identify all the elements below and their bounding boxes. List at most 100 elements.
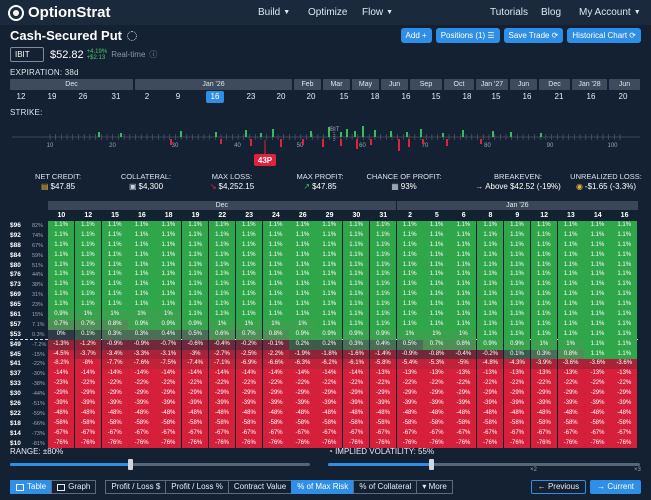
table-cell[interactable]: -0.2% [235,339,262,350]
table-cell[interactable]: -7.5% [155,359,182,370]
table-cell[interactable]: 1.1% [423,230,450,241]
table-cell[interactable]: 1.1% [316,260,343,271]
nav-tutorials[interactable]: Tutorials [490,7,528,18]
expiration-month[interactable]: Dec [10,79,133,90]
table-cell[interactable]: 1.1% [262,290,289,301]
table-cell[interactable]: -4.5% [48,349,75,360]
table-cell[interactable]: 1.1% [235,300,262,311]
table-cell[interactable]: 1.1% [611,310,638,320]
table-cell[interactable]: 1.1% [396,319,423,330]
table-cell[interactable]: -39% [101,399,128,409]
table-cell[interactable]: 1.1% [423,280,450,291]
logo[interactable]: OptionStrat [8,4,111,21]
table-cell[interactable]: -0.4% [208,339,236,350]
table-cell[interactable]: 0.3% [101,329,128,340]
table-cell[interactable]: -48% [343,408,370,419]
table-cell[interactable]: 1.1% [155,240,182,251]
table-cell[interactable]: -1.3% [48,339,75,350]
table-cell[interactable]: -2.7% [208,349,236,360]
table-cell[interactable]: -1.2% [74,339,102,350]
table-cell[interactable]: -58% [450,418,477,429]
table-cell[interactable]: 1.1% [48,260,75,271]
expiration-month[interactable]: Oct [444,79,474,90]
tab-profit-loss[interactable]: Profit / Loss $ [105,480,167,494]
table-cell[interactable]: 1.1% [74,230,102,241]
table-cell[interactable]: -7.6% [128,359,155,370]
table-cell[interactable]: 1.1% [289,240,316,251]
table-cell[interactable]: 1.1% [423,270,450,281]
table-cell[interactable]: -76% [235,438,262,449]
iv-track[interactable] [328,463,640,466]
table-cell[interactable]: -67% [503,428,531,439]
table-cell[interactable]: -0.9% [128,339,155,350]
table-cell[interactable]: 1.1% [343,250,370,261]
table-cell[interactable]: 1.1% [155,290,182,301]
table-cell[interactable]: -67% [557,428,584,439]
expiration-month[interactable]: Jun [609,79,640,90]
table-cell[interactable]: 1.1% [450,290,477,301]
table-cell[interactable]: -48% [155,408,182,419]
table-cell[interactable]: -39% [477,399,504,409]
table-cell[interactable]: -2.5% [235,349,262,360]
table-cell[interactable]: 1.1% [182,250,209,261]
table-cell[interactable]: 1.1% [423,240,450,251]
table-cell[interactable]: 1.1% [316,290,343,301]
table-cell[interactable]: -48% [262,408,289,419]
table-cell[interactable]: 1.1% [316,300,343,311]
table-cell[interactable]: 1.1% [557,280,584,291]
table-cell[interactable]: 1.1% [584,339,611,350]
table-cell[interactable]: 1.1% [316,280,343,291]
table-cell[interactable]: -67% [101,428,128,439]
table-cell[interactable]: 1.1% [396,310,423,320]
table-cell[interactable]: 0.9% [343,329,370,340]
table-cell[interactable]: -76% [584,438,611,449]
table-cell[interactable]: 1% [235,319,262,330]
table-cell[interactable]: -14% [128,369,155,380]
table-cell[interactable]: -67% [128,428,155,439]
table-cell[interactable]: -23% [48,379,75,390]
table-cell[interactable]: 1.1% [584,319,611,330]
table-cell[interactable]: -13% [396,369,423,380]
table-cell[interactable]: 1.1% [584,280,611,291]
table-cell[interactable]: 1.1% [450,270,477,281]
table-cell[interactable]: 1.1% [101,221,128,231]
table-cell[interactable]: 1.1% [74,260,102,271]
table-cell[interactable]: -76% [503,438,531,449]
table-cell[interactable]: 1.1% [450,221,477,231]
table-cell[interactable]: 1.1% [477,260,504,271]
expiration-month[interactable]: Dec [539,79,570,90]
table-cell[interactable]: 1.1% [182,290,209,301]
table-cell[interactable]: -14% [289,369,316,380]
table-cell[interactable]: 1.1% [584,290,611,301]
table-cell[interactable]: -67% [289,428,316,439]
table-cell[interactable]: -39% [369,399,397,409]
table-cell[interactable]: -58% [289,418,316,429]
table-cell[interactable]: -48% [369,408,397,419]
table-cell[interactable]: -58% [128,418,155,429]
expiration-day[interactable]: 12 [16,92,26,101]
table-cell[interactable]: 1.1% [450,240,477,251]
table-cell[interactable]: 1.1% [208,260,236,271]
table-cell[interactable]: -22% [396,379,423,390]
table-cell[interactable]: 0.7% [423,339,450,350]
table-cell[interactable]: 1.1% [208,270,236,281]
table-cell[interactable]: -76% [369,438,397,449]
table-cell[interactable]: -0.2% [477,349,504,360]
table-cell[interactable]: -22% [155,379,182,390]
table-cell[interactable]: 0.4% [369,339,397,350]
table-cell[interactable]: 1.1% [235,240,262,251]
table-cell[interactable]: -58% [343,418,370,429]
table-cell[interactable]: -39% [423,399,450,409]
table-cell[interactable]: -29% [530,389,557,400]
table-cell[interactable]: -29% [208,389,236,400]
table-cell[interactable]: 1.1% [611,290,638,301]
table-cell[interactable]: -14% [262,369,289,380]
table-cell[interactable]: -22% [262,379,289,390]
table-cell[interactable]: 1.1% [477,300,504,311]
table-cell[interactable]: -22% [316,379,343,390]
table-cell[interactable]: 0.7% [48,319,75,330]
table-cell[interactable]: 1% [128,310,155,320]
table-cell[interactable]: -76% [182,438,209,449]
table-cell[interactable]: -7.7% [101,359,128,370]
table-cell[interactable]: -39% [235,399,262,409]
